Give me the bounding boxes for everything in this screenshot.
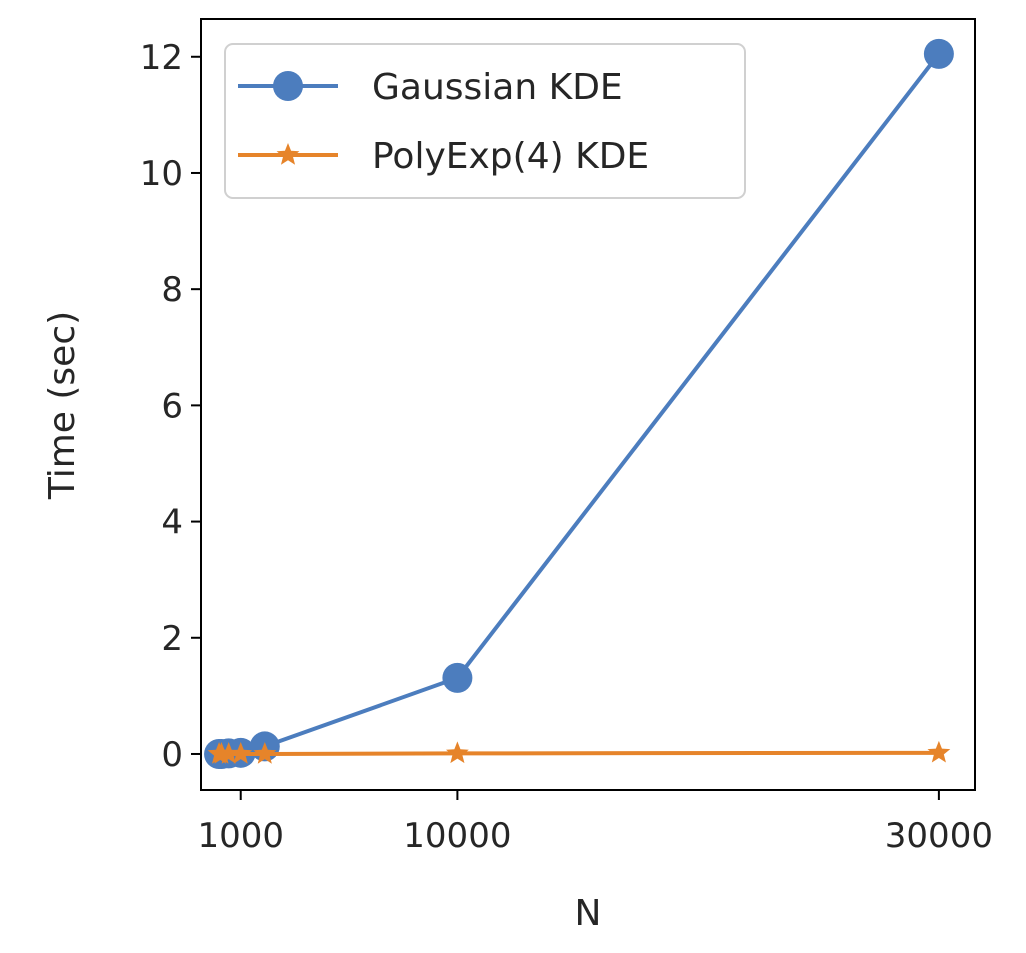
x-tick-label: 10000 <box>403 816 511 856</box>
data-point <box>229 741 253 764</box>
legend-marker <box>276 143 300 165</box>
x-tick-label: 1000 <box>197 816 284 856</box>
x-tick-label: 30000 <box>885 816 993 856</box>
y-tick-label: 10 <box>140 154 183 194</box>
legend-label: Gaussian KDE <box>372 67 623 108</box>
data-point <box>217 741 241 764</box>
y-axis: 0 2 4 6 8 10 12 <box>140 38 201 775</box>
series-line <box>219 750 939 756</box>
legend-marker <box>273 71 303 101</box>
y-tick-label: 4 <box>161 503 183 543</box>
data-point <box>927 740 951 763</box>
data-point <box>253 741 277 764</box>
legend: Gaussian KDE PolyExp(4) KDE <box>224 43 746 199</box>
y-tick-label: 2 <box>161 619 183 659</box>
y-tick-label: 8 <box>161 270 183 310</box>
y-tick-label: 0 <box>161 735 183 775</box>
data-point <box>923 38 954 69</box>
data-point <box>445 741 469 764</box>
x-axis: 1000 10000 30000 <box>197 790 993 856</box>
y-tick-label: 6 <box>161 386 183 426</box>
series-1 <box>207 740 951 764</box>
series-layer <box>204 38 954 769</box>
legend-label: PolyExp(4) KDE <box>372 136 649 177</box>
data-point <box>442 662 473 693</box>
x-axis-label: N <box>575 893 602 934</box>
y-tick-label: 12 <box>140 38 183 78</box>
y-axis-label: Time (sec) <box>42 311 83 500</box>
legend-box <box>224 43 746 199</box>
